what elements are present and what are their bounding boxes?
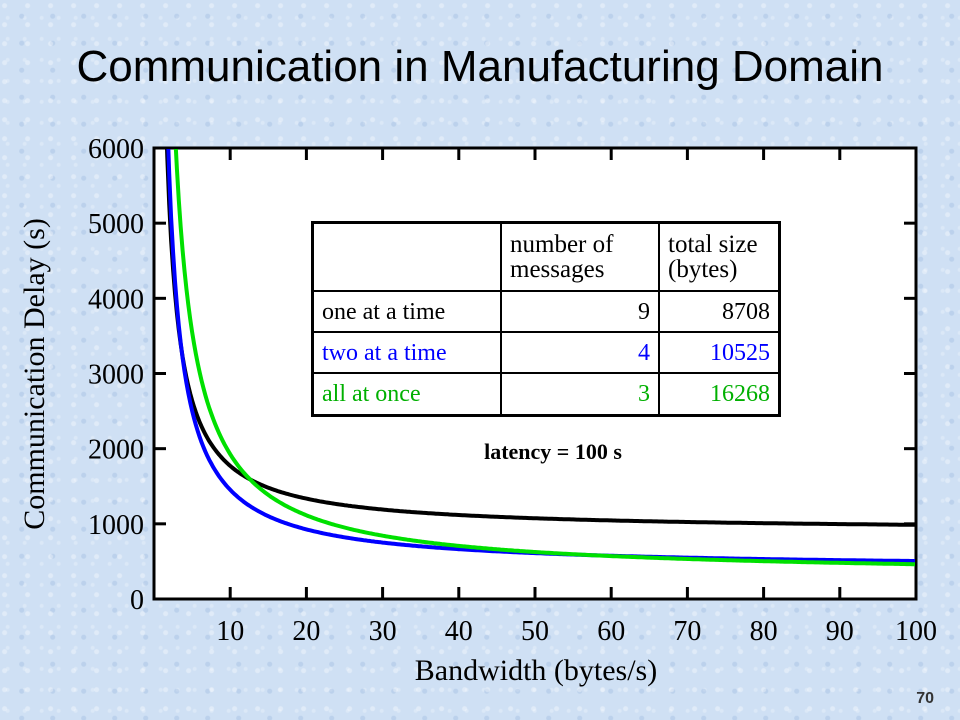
x-tick-label: 100 <box>895 616 937 647</box>
messages-cell: 9 <box>500 289 660 334</box>
header-line: total size <box>668 231 758 258</box>
header-line: number of <box>510 231 614 258</box>
table-header-cell: total size (bytes) <box>658 221 781 292</box>
size-cell: 10525 <box>658 331 781 375</box>
series-line-all-at-once <box>173 149 915 567</box>
size-cell: 16268 <box>658 372 781 417</box>
x-tick-label: 60 <box>597 616 625 647</box>
series-lines <box>165 149 915 567</box>
series-name-cell: one at a time <box>311 289 502 334</box>
x-tick-label: 30 <box>369 616 397 647</box>
y-tick-label: 0 <box>130 585 144 616</box>
series-table: number of messages total size (bytes) on… <box>311 221 781 417</box>
y-tick-label: 4000 <box>88 284 144 315</box>
x-axis-label: Bandwidth (bytes/s) <box>415 654 657 687</box>
table-header-cell: number of messages <box>500 221 660 292</box>
header-line: (bytes) <box>668 256 738 283</box>
x-tick-label: 10 <box>216 616 244 647</box>
messages-cell: 3 <box>500 372 660 417</box>
table-row: all at once 3 16268 <box>311 372 781 417</box>
messages-cell: 4 <box>500 331 660 375</box>
page-number: 70 <box>916 690 934 707</box>
x-tick-label: 80 <box>750 616 778 647</box>
y-axis-label: Communication Delay (s) <box>18 218 51 530</box>
x-tick-label: 50 <box>521 616 549 647</box>
y-tick-label: 2000 <box>88 435 144 466</box>
size-cell: 8708 <box>658 289 781 334</box>
y-tick-label: 1000 <box>88 510 144 541</box>
table-header-row: number of messages total size (bytes) <box>311 221 781 292</box>
x-tick-label: 20 <box>292 616 320 647</box>
table-row: two at a time 4 10525 <box>311 331 781 375</box>
latency-annotation: latency = 100 s <box>484 439 622 464</box>
y-tick-label: 5000 <box>88 209 144 240</box>
header-line: messages <box>510 256 605 283</box>
y-tick-label: 6000 <box>88 134 144 165</box>
x-tick-labels: 10 20 30 40 50 60 70 80 90 100 <box>216 616 937 647</box>
y-tick-labels: 0 1000 2000 3000 4000 5000 6000 <box>88 134 144 616</box>
x-tick-label: 70 <box>673 616 701 647</box>
series-name-cell: two at a time <box>311 331 502 375</box>
series-name-cell: all at once <box>311 372 502 417</box>
axis-ticks <box>154 146 918 601</box>
table-header-cell <box>311 221 502 292</box>
x-tick-label: 40 <box>445 616 473 647</box>
slide-title: Communication in Manufacturing Domain <box>76 42 884 91</box>
table-row: one at a time 9 8708 <box>311 289 781 334</box>
series-line-one-at-a-time <box>165 149 915 527</box>
x-tick-label: 90 <box>826 616 854 647</box>
y-tick-label: 3000 <box>88 360 144 391</box>
